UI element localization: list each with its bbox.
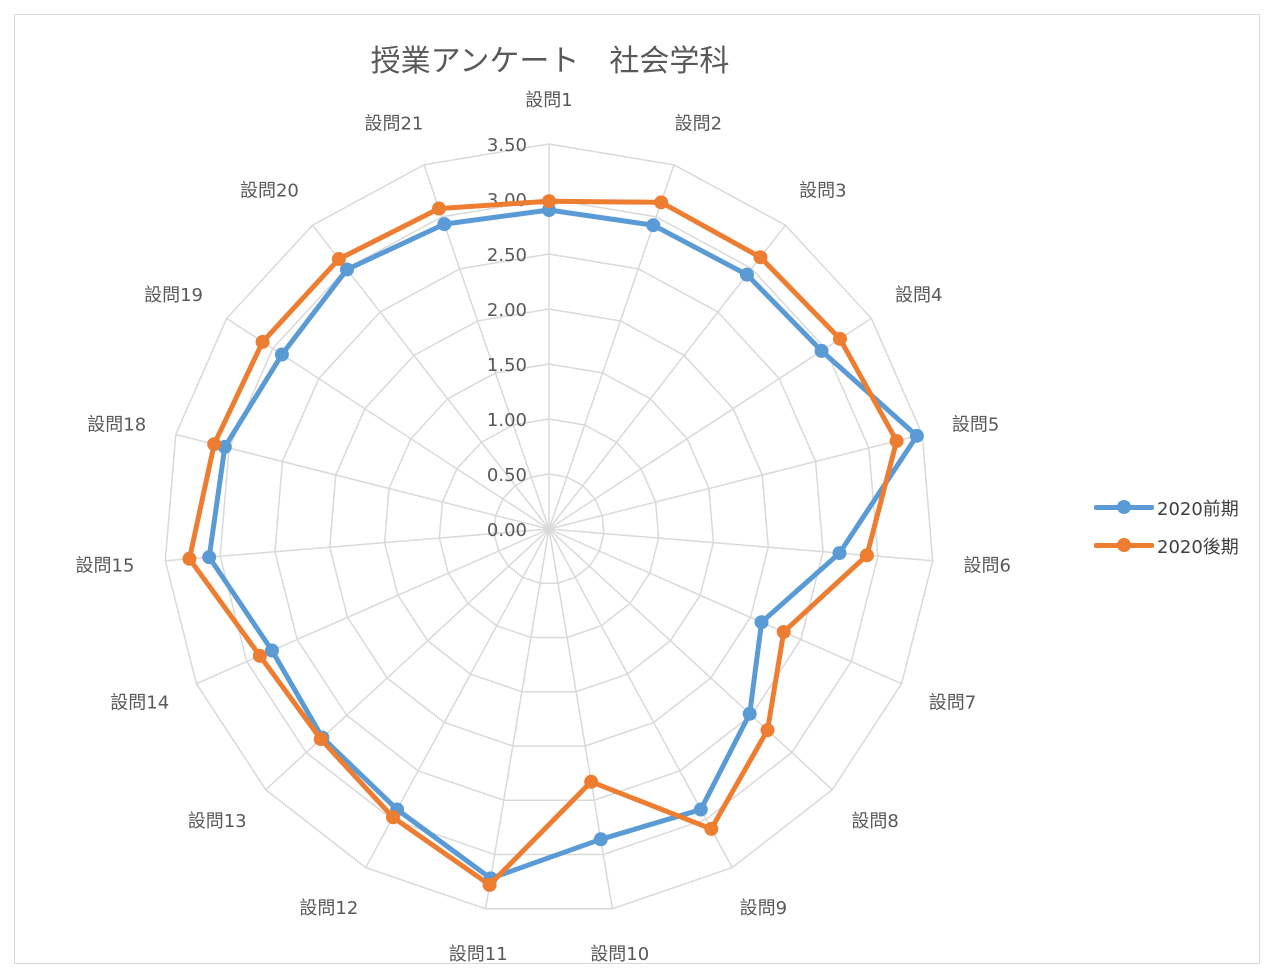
category-label: 設問3 <box>799 181 846 202</box>
grid-spoke <box>311 224 550 530</box>
radial-tick-label: 2.50 <box>487 245 527 266</box>
data-point <box>646 218 661 233</box>
category-label: 設問6 <box>964 556 1011 577</box>
chart-area <box>14 14 1260 964</box>
grid-spoke <box>484 528 550 909</box>
radial-tick-label: 3.00 <box>487 190 527 211</box>
category-label: 設問21 <box>364 113 423 134</box>
chart-title: 授業アンケート 社会学科 <box>370 44 730 79</box>
data-point <box>593 832 608 847</box>
data-point <box>313 732 328 747</box>
data-point <box>654 195 669 210</box>
series-line <box>186 198 900 888</box>
data-point <box>693 802 708 817</box>
category-label: 設問13 <box>188 811 247 832</box>
category-label: 設問9 <box>740 898 787 919</box>
grid-spoke <box>548 433 923 530</box>
data-point <box>202 550 217 565</box>
grid-spoke <box>548 528 833 791</box>
radial-tick-label: 1.50 <box>487 355 527 376</box>
category-label: 設問14 <box>110 693 169 714</box>
category-label: 設問18 <box>87 414 146 435</box>
grid-spoke <box>548 528 902 685</box>
category-label: 設問15 <box>76 556 135 577</box>
category-label: 設問10 <box>590 944 649 965</box>
grid-ring <box>219 198 879 856</box>
category-label: 設問8 <box>851 811 898 832</box>
category-label: 設問19 <box>144 285 203 306</box>
legend-swatch-marker <box>1117 538 1131 552</box>
radial-tick-label: 1.00 <box>487 410 527 431</box>
category-label: 設問4 <box>895 285 942 306</box>
data-point <box>264 643 279 658</box>
data-point <box>739 267 754 282</box>
data-point <box>252 648 267 663</box>
data-point <box>331 252 346 267</box>
legend-label: 2020後期 <box>1157 537 1239 558</box>
grid-ring <box>493 473 605 584</box>
grid-ring <box>383 363 715 693</box>
grid-ring <box>274 253 824 801</box>
category-label: 設問11 <box>449 944 508 965</box>
category-label: 設問2 <box>675 113 722 134</box>
grid-spoke <box>175 433 550 530</box>
data-point <box>760 723 775 738</box>
data-point <box>754 615 769 630</box>
data-point <box>859 548 874 563</box>
radial-tick-label: 3.50 <box>487 135 527 156</box>
data-point <box>584 774 599 789</box>
radial-tick-label: 0.00 <box>487 520 527 541</box>
legend-swatch-marker <box>1117 500 1131 514</box>
data-point <box>207 437 222 452</box>
category-label: 設問1 <box>525 90 572 111</box>
grid-ring <box>438 418 660 639</box>
data-point <box>182 551 197 566</box>
legend-label: 2020前期 <box>1157 499 1239 520</box>
data-point <box>704 821 719 836</box>
data-point <box>889 433 904 448</box>
data-point <box>437 217 452 232</box>
data-point <box>542 194 556 209</box>
data-point <box>385 810 400 825</box>
data-point <box>753 250 768 265</box>
data-point <box>255 334 270 349</box>
radial-tick-label: 2.00 <box>487 300 527 321</box>
data-point <box>431 201 446 216</box>
grid-spoke <box>165 528 550 562</box>
grid-spoke <box>196 528 550 685</box>
category-label: 設問12 <box>299 898 358 919</box>
data-point <box>832 546 847 561</box>
data-point <box>482 877 497 892</box>
grid-ring <box>164 143 934 910</box>
category-label: 設問7 <box>929 693 976 714</box>
data-point <box>339 262 354 277</box>
data-point <box>776 624 791 639</box>
series-line <box>206 207 920 881</box>
data-point <box>274 347 289 362</box>
data-point <box>742 706 757 721</box>
category-label: 設問5 <box>952 414 999 435</box>
radial-tick-label: 0.50 <box>487 465 527 486</box>
grid-spoke <box>548 528 933 562</box>
data-point <box>832 331 847 346</box>
grid-spoke <box>265 528 550 791</box>
grid-ring <box>328 308 770 747</box>
data-point <box>909 428 924 443</box>
data-point <box>814 343 829 358</box>
category-label: 設問20 <box>240 181 299 202</box>
